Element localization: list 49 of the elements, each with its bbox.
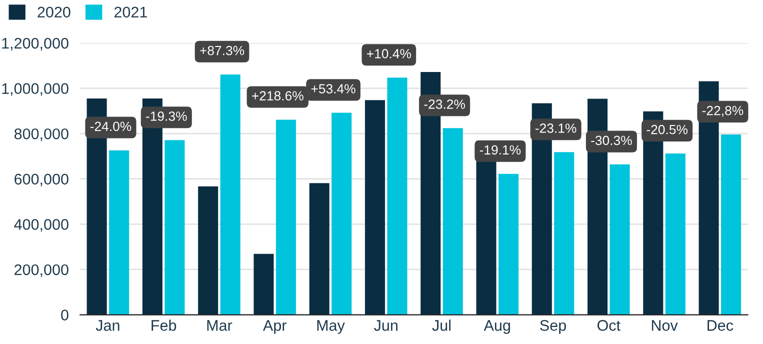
x-tick-label: Sep	[540, 320, 566, 334]
bar	[276, 120, 296, 315]
bar	[309, 183, 330, 315]
annotation: +53.4%	[311, 84, 356, 94]
legend-label: 2021	[114, 6, 147, 18]
annotation: -20.5%	[646, 124, 688, 134]
bar	[364, 100, 385, 315]
x-tick-label: Apr	[262, 320, 286, 334]
y-tick-label: 0	[61, 310, 68, 320]
bar	[164, 140, 185, 315]
bar	[387, 78, 408, 315]
bar	[554, 152, 574, 315]
x-tick-label: Nov	[652, 320, 678, 331]
bar	[610, 164, 630, 315]
bar	[498, 174, 519, 315]
annotation: -30.3%	[591, 136, 632, 146]
bar	[442, 128, 463, 315]
annotation: -22,8%	[702, 106, 744, 117]
x-tick-label: Oct	[597, 320, 620, 331]
x-tick-label: Mar	[207, 320, 232, 331]
x-tick-label: Jul	[432, 320, 450, 331]
annotation: +87.3%	[200, 46, 244, 56]
x-tick-label: May	[317, 320, 345, 334]
bar	[254, 254, 274, 315]
bar	[721, 134, 742, 315]
y-tick-label: 800,000	[14, 128, 68, 142]
bar	[109, 150, 130, 315]
annotation: -23.2%	[424, 100, 465, 109]
y-tick-label: 1,200,000	[2, 38, 68, 50]
x-tick-label: Feb	[152, 320, 176, 331]
x-tick-label: Jan	[96, 320, 120, 331]
bar	[665, 154, 686, 315]
y-tick-label: 600,000	[14, 174, 68, 186]
bar	[332, 112, 352, 315]
bar	[198, 186, 218, 315]
x-tick-label: Dec	[708, 320, 734, 331]
annotation: -23.1%	[535, 124, 576, 133]
bar	[220, 74, 240, 315]
annotation: -19.1%	[480, 145, 521, 155]
y-tick-label: 1,000,000	[2, 83, 68, 96]
legend-label: 2020	[38, 6, 70, 18]
annotation: -24.0%	[90, 122, 132, 132]
annotation: +218.6%	[252, 91, 304, 100]
y-tick-label: 200,000	[14, 264, 68, 277]
x-tick-label: Jun	[374, 320, 398, 331]
x-tick-label: Aug	[484, 320, 510, 334]
y-tick-label: 400,000	[14, 219, 68, 232]
annotation: -19.3%	[146, 112, 187, 121]
annotation: +10.4%	[366, 49, 411, 58]
